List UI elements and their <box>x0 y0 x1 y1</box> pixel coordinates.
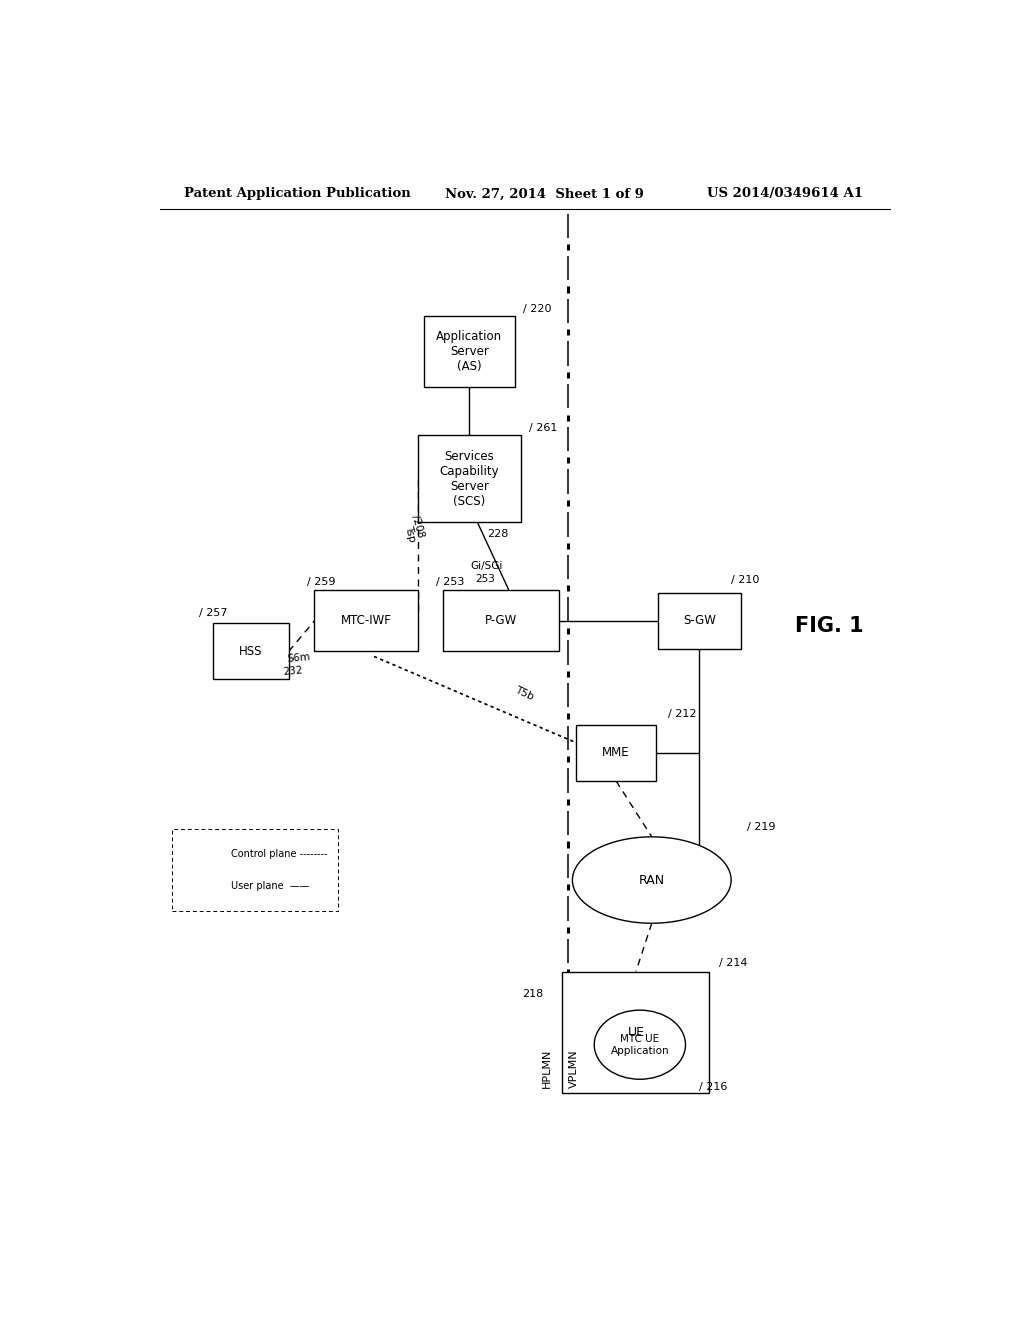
Text: / 219: / 219 <box>748 822 775 832</box>
FancyBboxPatch shape <box>657 593 741 649</box>
FancyBboxPatch shape <box>314 590 418 651</box>
Text: / 214: / 214 <box>719 958 748 969</box>
Text: Services
Capability
Server
(SCS): Services Capability Server (SCS) <box>439 450 499 508</box>
Text: MME: MME <box>602 747 630 759</box>
FancyBboxPatch shape <box>424 315 515 387</box>
Text: / 261: / 261 <box>528 422 557 433</box>
FancyBboxPatch shape <box>172 829 338 911</box>
Text: MTC UE
Application: MTC UE Application <box>610 1034 670 1056</box>
FancyBboxPatch shape <box>418 436 521 521</box>
Text: / 253: / 253 <box>436 577 464 587</box>
Text: UE: UE <box>628 1026 644 1039</box>
Ellipse shape <box>572 837 731 923</box>
Text: T5b: T5b <box>514 685 536 702</box>
Text: US 2014/0349614 A1: US 2014/0349614 A1 <box>708 187 863 201</box>
Text: /208: /208 <box>410 513 425 539</box>
Text: / 259: / 259 <box>306 577 335 587</box>
Text: Patent Application Publication: Patent Application Publication <box>183 187 411 201</box>
FancyBboxPatch shape <box>213 623 289 680</box>
Text: 218: 218 <box>522 989 544 999</box>
Text: S-GW: S-GW <box>683 614 716 627</box>
Text: Application
Server
(AS): Application Server (AS) <box>436 330 503 374</box>
Text: 228: 228 <box>486 528 508 539</box>
Text: Gi/SGi: Gi/SGi <box>471 561 503 572</box>
FancyBboxPatch shape <box>562 972 710 1093</box>
Text: MTC-IWF: MTC-IWF <box>341 614 391 627</box>
Text: / 212: / 212 <box>668 709 696 719</box>
Text: RAN: RAN <box>639 874 665 887</box>
Text: P-GW: P-GW <box>485 614 517 627</box>
FancyBboxPatch shape <box>577 725 655 781</box>
Text: / 216: / 216 <box>699 1082 728 1093</box>
Text: Control plane --------: Control plane -------- <box>231 849 328 858</box>
Ellipse shape <box>594 1010 685 1080</box>
Text: Tsp: Tsp <box>402 524 417 543</box>
Text: HSS: HSS <box>240 645 263 657</box>
Text: FIG. 1: FIG. 1 <box>795 616 863 636</box>
Text: / 257: / 257 <box>200 607 228 618</box>
Text: S6m: S6m <box>287 652 311 664</box>
Text: 253: 253 <box>475 574 496 585</box>
Text: / 220: / 220 <box>523 304 552 314</box>
Text: Nov. 27, 2014  Sheet 1 of 9: Nov. 27, 2014 Sheet 1 of 9 <box>445 187 644 201</box>
Text: User plane  ——: User plane —— <box>231 882 309 891</box>
Text: / 210: / 210 <box>731 576 760 585</box>
FancyBboxPatch shape <box>443 590 558 651</box>
Text: HPLMN: HPLMN <box>542 1049 552 1089</box>
Text: 232: 232 <box>283 665 303 677</box>
Text: VPLMN: VPLMN <box>569 1049 579 1089</box>
